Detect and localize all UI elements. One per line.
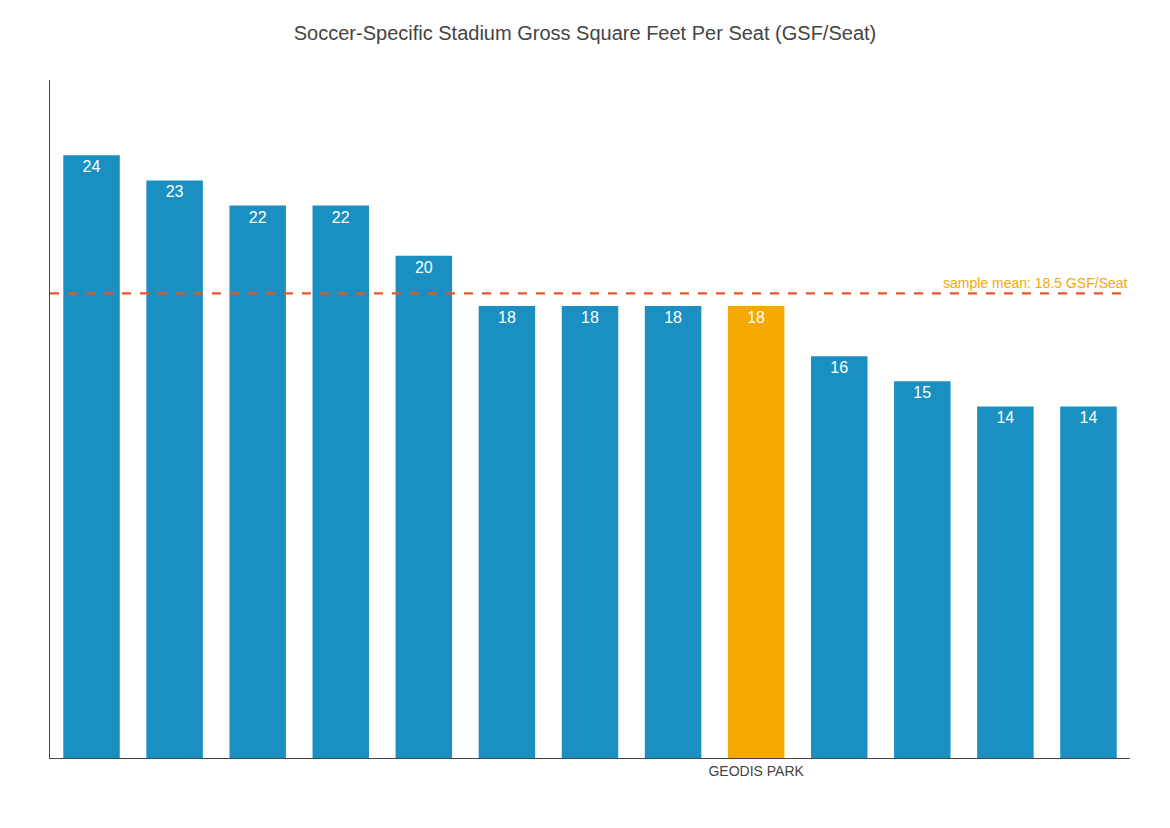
svg-text:sample mean: 18.5 GSF/Seat: sample mean: 18.5 GSF/Seat [943, 275, 1128, 291]
svg-text:14: 14 [1080, 409, 1098, 426]
svg-text:18: 18 [664, 309, 682, 326]
svg-text:20: 20 [415, 259, 433, 276]
svg-text:15: 15 [913, 384, 931, 401]
svg-text:18: 18 [747, 309, 765, 326]
svg-text:22: 22 [332, 209, 350, 226]
svg-text:18: 18 [498, 309, 516, 326]
svg-text:16: 16 [830, 359, 848, 376]
svg-text:14: 14 [996, 409, 1014, 426]
svg-text:24: 24 [83, 158, 101, 175]
svg-text:18: 18 [581, 309, 599, 326]
svg-text:GEODIS PARK: GEODIS PARK [708, 763, 804, 779]
svg-text:22: 22 [249, 209, 267, 226]
svg-text:Soccer-Specific Stadium Gross: Soccer-Specific Stadium Gross Square Fee… [294, 22, 876, 44]
svg-text:23: 23 [166, 183, 184, 200]
